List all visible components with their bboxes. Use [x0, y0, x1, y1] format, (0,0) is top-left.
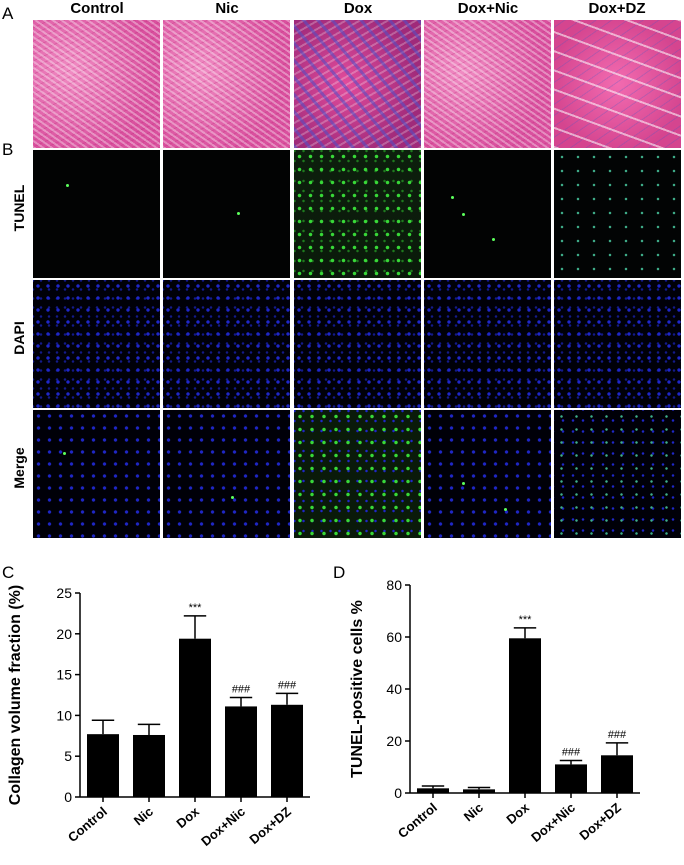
y-tick-label: 60 — [386, 629, 402, 645]
x-tick-label: Control — [395, 800, 440, 841]
panel-letter-d: D — [333, 563, 346, 582]
x-tick-label: Dox+DZ — [246, 804, 294, 847]
merge-image-nic — [163, 410, 290, 538]
bar-dox — [179, 638, 211, 797]
row-label-dapi: DAPI — [11, 321, 27, 355]
y-tick-label: 0 — [394, 785, 402, 801]
y-tick-label: 25 — [56, 585, 72, 601]
column-header-dox-dz: Dox+DZ — [588, 0, 646, 17]
bar-dox — [509, 638, 541, 793]
tunel-image-dox-dz — [554, 150, 681, 278]
significance-label: ### — [562, 747, 581, 759]
bar-dox-dz — [601, 755, 633, 793]
y-tick-label: 80 — [386, 577, 402, 593]
histology-image-dox-dz — [554, 20, 681, 148]
tunel-image-dox — [294, 150, 421, 278]
chart-tunel-positive-cells: 0 20 40 60 80 Control Nic *** Dox ### Dox+Nic ### Do… — [349, 577, 640, 845]
x-tick-label: Dox+DZ — [576, 800, 624, 843]
significance-label: ### — [232, 683, 251, 695]
column-header-dox: Dox — [343, 0, 373, 17]
tunel-image-dox-nic — [424, 150, 551, 278]
row-label-tunel: TUNEL — [11, 184, 27, 232]
merge-image-dox-nic — [424, 410, 551, 538]
tunel-positive-nucleus — [231, 496, 234, 499]
tunel-positive-nucleus — [504, 508, 507, 511]
dapi-image-dox — [294, 280, 421, 408]
tunel-positive-nucleus — [237, 212, 240, 215]
histology-image-control — [33, 20, 160, 148]
x-tick-label: Dox+Nic — [528, 800, 578, 845]
chart-collagen-volume-fraction: 0 5 10 15 20 25 Control Nic *** Dox ### Dox+Nic ### D… — [7, 585, 310, 849]
tunel-positive-nucleus — [66, 184, 69, 187]
tunel-positive-nucleus — [462, 482, 465, 485]
panel-letter-b: B — [2, 140, 14, 159]
row-label-merge: Merge — [11, 447, 27, 489]
panel-letter-a: A — [2, 4, 14, 23]
y-tick-label: 20 — [56, 626, 72, 642]
y-axis-label: TUNEL-positive cells % — [349, 600, 366, 778]
tunel-positive-nucleus — [63, 452, 66, 455]
bar-nic — [133, 734, 165, 797]
tunel-image-nic — [163, 150, 290, 278]
bar-control — [87, 734, 119, 797]
bar-dox-nic — [555, 764, 587, 793]
merge-image-dox — [294, 410, 421, 538]
bar-control — [417, 788, 449, 793]
x-tick-label: Nic — [461, 800, 486, 824]
x-tick-label: Control — [65, 804, 110, 845]
histology-image-dox — [294, 20, 421, 148]
merge-image-dox-dz — [554, 410, 681, 538]
significance-label: *** — [519, 614, 533, 626]
merge-image-control — [33, 410, 160, 538]
column-header-dox-nic: Dox+Nic — [457, 0, 519, 17]
y-tick-label: 10 — [56, 707, 72, 723]
bar-nic — [463, 789, 495, 793]
y-tick-label: 15 — [56, 667, 72, 683]
tunel-positive-nucleus — [492, 238, 495, 241]
significance-label: ### — [608, 729, 627, 741]
x-tick-label: Nic — [131, 804, 156, 828]
histology-image-nic — [163, 20, 290, 148]
x-tick-label: Dox — [503, 799, 532, 827]
dapi-image-control — [33, 280, 160, 408]
x-tick-label: Dox — [173, 803, 202, 831]
significance-label: ### — [278, 679, 297, 691]
bar-dox-nic — [225, 706, 257, 797]
y-tick-label: 20 — [386, 733, 402, 749]
y-tick-label: 0 — [64, 789, 72, 805]
dapi-image-dox-nic — [424, 280, 551, 408]
column-header-nic: Nic — [215, 0, 239, 17]
y-tick-label: 5 — [64, 748, 72, 764]
tunel-positive-nucleus — [451, 196, 454, 199]
tunel-image-control — [33, 150, 160, 278]
y-axis-label: Collagen volume fraction (%) — [7, 585, 24, 805]
x-tick-label: Dox+Nic — [198, 804, 248, 849]
panel-letter-c: C — [2, 563, 15, 582]
tunel-positive-nucleus — [462, 213, 465, 216]
column-header-control: Control — [70, 0, 124, 17]
bar-dox-dz — [271, 704, 303, 797]
histology-image-dox-nic — [424, 20, 551, 148]
dapi-image-dox-dz — [554, 280, 681, 408]
y-tick-label: 40 — [386, 681, 402, 697]
significance-label: *** — [189, 602, 203, 614]
dapi-image-nic — [163, 280, 290, 408]
